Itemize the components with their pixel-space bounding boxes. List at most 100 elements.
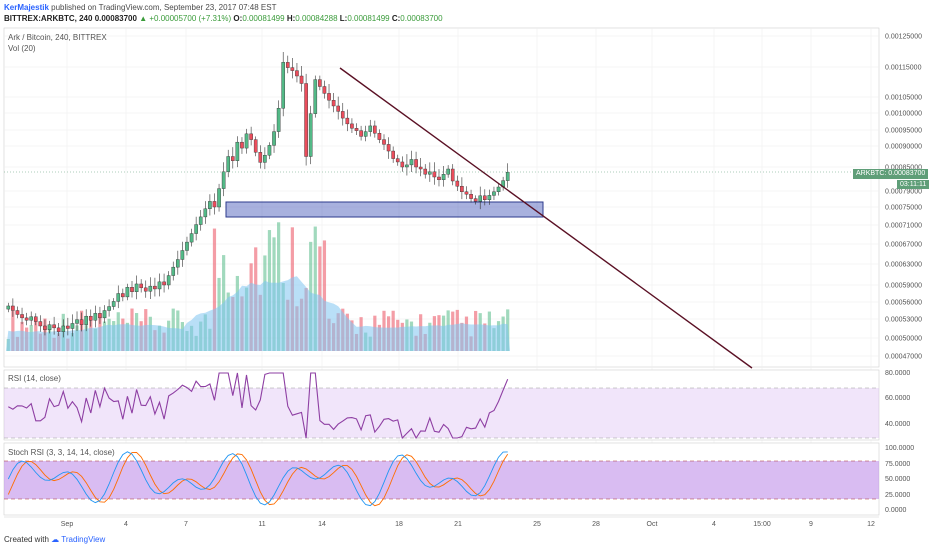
stoch-tick-label: 0.0000 <box>885 507 907 514</box>
candle-body <box>47 324 52 330</box>
price-pane-frame <box>3 27 880 368</box>
candle-body <box>79 319 84 325</box>
tradingview-brand[interactable]: TradingView <box>61 535 106 544</box>
published-text: published on TradingView.com, September … <box>51 3 277 12</box>
candle-body <box>386 144 391 152</box>
price-tick-label: 0.00071000 <box>885 223 922 230</box>
candle-body <box>230 156 235 161</box>
volume-bar <box>212 228 217 351</box>
candle-body <box>304 83 308 157</box>
candle-body <box>405 164 409 168</box>
publish-line: KerMajestik published on TradingView.com… <box>4 2 928 13</box>
candle-body <box>11 305 15 311</box>
tradingview-logo-icon: ☁ <box>51 535 60 544</box>
candle-body <box>505 171 510 181</box>
candle-body <box>432 171 437 178</box>
last-price: 0.00083700 <box>94 14 137 23</box>
high-label: H: <box>286 14 296 23</box>
candle-body <box>391 150 395 159</box>
candle-body <box>473 198 478 202</box>
time-tick-label: 14 <box>318 521 326 528</box>
candle-body <box>450 168 455 182</box>
candle-body <box>6 305 11 310</box>
stoch-axis[interactable]: 100.0000 75.0000 50.0000 25.0000 0.0000 <box>885 445 914 514</box>
candle-body <box>437 176 441 180</box>
candle-body <box>368 125 373 132</box>
candle-body <box>143 287 148 292</box>
close-value: 0.00083700 <box>400 14 443 23</box>
candle-body <box>66 325 70 329</box>
close-label: C: <box>391 14 401 23</box>
price-pane-title: Ark / Bitcoin, 240, BITTREX <box>8 33 107 42</box>
rsi-axis[interactable]: 80.0000 60.0000 40.0000 <box>885 370 910 428</box>
author-link[interactable]: KerMajestik <box>4 3 49 12</box>
candle-body <box>130 287 134 292</box>
candle-body <box>180 250 185 260</box>
candle-body <box>61 325 66 332</box>
time-tick-label: Sep <box>61 521 74 528</box>
candle-body <box>263 155 267 163</box>
candle-body <box>20 314 24 319</box>
candle-body <box>38 321 43 327</box>
stoch-tick-label: 25.0000 <box>885 492 910 499</box>
candle-body <box>226 156 231 173</box>
stoch-d-line <box>7 451 509 507</box>
candle-body <box>350 123 354 129</box>
candle-body <box>70 323 75 329</box>
candle-body <box>464 191 469 195</box>
stoch-band <box>4 461 879 499</box>
candle-body <box>460 185 464 192</box>
stoch-k-line <box>7 451 508 507</box>
candle-body <box>98 313 102 319</box>
price-tick-label: 0.00063000 <box>885 262 922 269</box>
candle-body <box>208 201 212 209</box>
candle-body <box>166 275 171 286</box>
candle-body <box>363 131 368 137</box>
time-axis[interactable]: Sep 4 7 11 14 18 21 25 28 Oct 4 15:00 9 12 <box>61 521 875 528</box>
price-tick-label: 0.00059000 <box>885 283 922 290</box>
candle-body <box>492 191 496 196</box>
price-tick-label: 0.00090000 <box>885 144 922 151</box>
candle-body <box>469 193 473 199</box>
chart-canvas[interactable]: Ark / Bitcoin, 240, BITTREX Vol (20) 0.0… <box>0 0 932 530</box>
time-tick-label: 9 <box>809 521 813 528</box>
candle-body <box>148 285 153 292</box>
rsi-tick-label: 40.0000 <box>885 421 910 428</box>
candle-body <box>235 141 240 161</box>
price-tick-label: 0.00050000 <box>885 336 922 343</box>
price-tag-value: 0.00083700 <box>888 170 926 177</box>
candle-body <box>194 224 198 234</box>
candle-body <box>487 195 492 200</box>
price-tick-label: 0.00079000 <box>885 189 922 196</box>
candle-body <box>418 166 423 170</box>
price-tick-label: 0.00056000 <box>885 300 922 307</box>
rsi-tick-label: 80.0000 <box>885 370 910 377</box>
symbol-label: BITTREX:ARKBTC, 240 <box>4 14 93 23</box>
candle-body <box>295 70 299 77</box>
price-axis[interactable]: 0.00125000 0.00115000 0.00105000 0.00100000… <box>885 34 922 361</box>
open-value: 0.00081499 <box>242 14 285 23</box>
candle-body <box>377 132 382 140</box>
volume-bar <box>11 310 15 351</box>
candle-body <box>203 208 208 218</box>
candle-body <box>157 281 162 290</box>
candle-body <box>482 195 487 201</box>
up-arrow-icon: ▲ <box>139 14 148 23</box>
candle-body <box>253 139 258 153</box>
price-tick-label: 0.00075000 <box>885 205 922 212</box>
candle-body <box>276 107 281 132</box>
candle-body <box>33 316 38 322</box>
rsi-tick-label: 60.0000 <box>885 395 910 402</box>
support-zone-box[interactable] <box>225 201 544 218</box>
rsi-pane-title: RSI (14, close) <box>8 374 61 383</box>
candle-body <box>111 301 116 307</box>
trendline[interactable] <box>339 67 753 369</box>
candle-body <box>88 315 93 321</box>
time-tick-label: 11 <box>258 521 265 528</box>
time-tick-label: 12 <box>867 521 875 528</box>
candle-body <box>198 216 203 225</box>
candle-body <box>185 241 189 251</box>
candle-body <box>322 86 327 94</box>
price-candles <box>6 51 510 338</box>
price-tick-label: 0.00105000 <box>885 95 922 102</box>
